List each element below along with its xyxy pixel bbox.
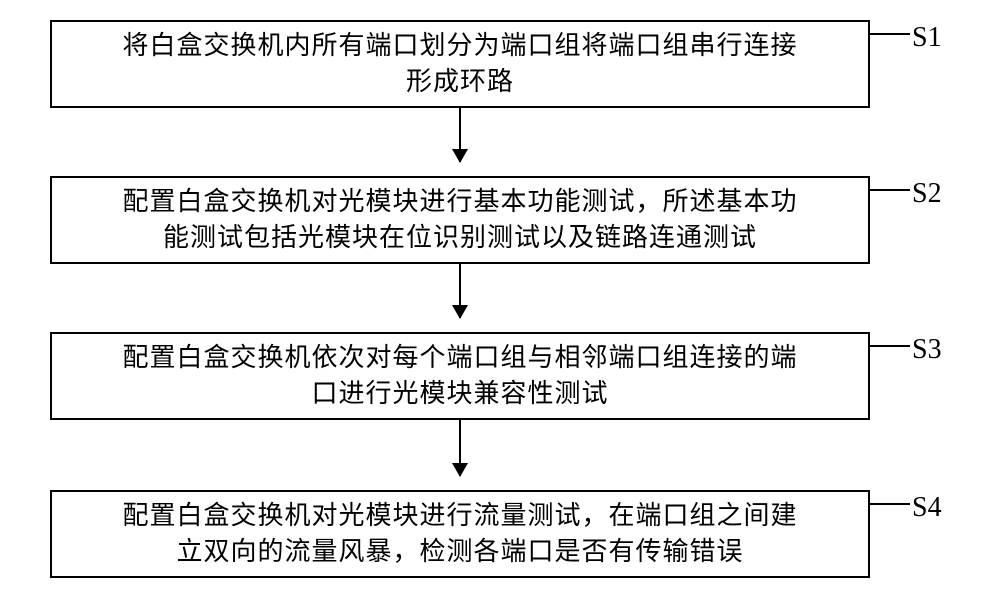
step-s2-line1: 配置白盒交换机对光模块进行基本功能测试，所述基本功 (122, 187, 797, 216)
step-label-s1: S1 (912, 22, 942, 54)
step-box-s3: 配置白盒交换机依次对每个端口组与相邻端口组连接的端 口进行光模块兼容性测试 (50, 332, 870, 420)
step-s4-line2: 立双向的流量风暴，检测各端口是否有传输错误 (176, 537, 743, 566)
connector-s1 (870, 33, 910, 35)
step-text-s2: 配置白盒交换机对光模块进行基本功能测试，所述基本功 能测试包括光模块在位识别测试… (122, 184, 797, 257)
step-s3-line2: 口进行光模块兼容性测试 (311, 379, 608, 408)
step-box-s2: 配置白盒交换机对光模块进行基本功能测试，所述基本功 能测试包括光模块在位识别测试… (50, 176, 870, 264)
step-label-s4: S4 (912, 492, 942, 524)
step-box-s1: 将白盒交换机内所有端口划分为端口组将端口组串行连接 形成环路 (50, 20, 870, 108)
step-label-s2: S2 (912, 178, 942, 210)
step-s1-line2: 形成环路 (406, 67, 514, 96)
step-s2-line2: 能测试包括光模块在位识别测试以及链路连通测试 (163, 223, 757, 252)
arrow-3-4 (459, 420, 461, 476)
connector-s2 (870, 189, 910, 191)
arrow-1-2 (459, 108, 461, 162)
step-label-s3: S3 (912, 334, 942, 366)
flowchart-container: 将白盒交换机内所有端口划分为端口组将端口组串行连接 形成环路 S1 配置白盒交换… (50, 20, 950, 580)
arrow-2-3 (459, 264, 461, 318)
step-s1-line1: 将白盒交换机内所有端口划分为端口组将端口组串行连接 (122, 31, 797, 60)
step-text-s4: 配置白盒交换机对光模块进行流量测试，在端口组之间建 立双向的流量风暴，检测各端口… (122, 498, 797, 571)
connector-s4 (870, 503, 910, 505)
step-s3-line1: 配置白盒交换机依次对每个端口组与相邻端口组连接的端 (122, 343, 797, 372)
step-text-s1: 将白盒交换机内所有端口划分为端口组将端口组串行连接 形成环路 (122, 28, 797, 101)
step-s4-line1: 配置白盒交换机对光模块进行流量测试，在端口组之间建 (122, 501, 797, 530)
connector-s3 (870, 345, 910, 347)
step-text-s3: 配置白盒交换机依次对每个端口组与相邻端口组连接的端 口进行光模块兼容性测试 (122, 340, 797, 413)
step-box-s4: 配置白盒交换机对光模块进行流量测试，在端口组之间建 立双向的流量风暴，检测各端口… (50, 490, 870, 578)
